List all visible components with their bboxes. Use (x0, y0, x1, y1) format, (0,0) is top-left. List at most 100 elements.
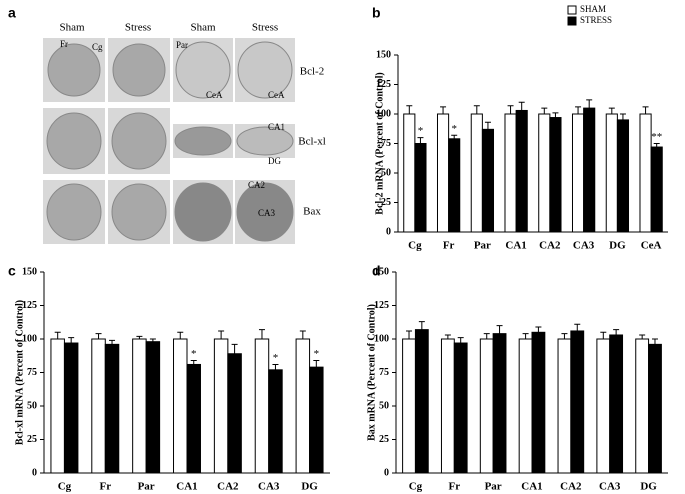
significance: * (418, 125, 424, 137)
x-tick-label: CA3 (573, 240, 595, 252)
y-tick-label: 100 (22, 333, 37, 344)
error-bar (518, 101, 525, 111)
bar (635, 338, 650, 474)
region-label: CA3 (258, 208, 276, 218)
significance: * (451, 123, 457, 135)
bar (268, 369, 283, 474)
bar (596, 338, 611, 474)
error-bar (651, 338, 658, 345)
error-bar (444, 334, 451, 339)
y-axis-label: Bcl-2 mRNA (Percent of Control) (374, 72, 385, 214)
error-bar (600, 331, 607, 339)
x-tick-label: Fr (448, 481, 460, 493)
row-label: Bcl-2 (300, 66, 324, 78)
error-bar (541, 107, 548, 114)
error-bar (272, 363, 279, 370)
bar (186, 363, 201, 474)
x-tick-label: DG (640, 481, 657, 493)
error-bar (473, 105, 480, 114)
error-bar (451, 134, 458, 139)
panel-label: c (8, 263, 16, 279)
bar (609, 334, 624, 474)
y-tick-label: 75 (381, 138, 391, 149)
bar (145, 341, 161, 474)
y-tick-label: 75 (379, 367, 389, 378)
x-tick-label: CeA (641, 240, 662, 252)
x-tick-label: CA1 (521, 481, 542, 493)
bar (402, 338, 416, 474)
bar (213, 338, 229, 474)
error-bar (136, 335, 143, 339)
bar (254, 338, 270, 474)
x-tick-label: CA1 (176, 481, 197, 493)
y-tick-label: 150 (374, 266, 389, 277)
error-bar (561, 333, 568, 339)
x-tick-label: Fr (99, 481, 111, 493)
row-label: Bcl-xl (298, 136, 326, 148)
panel-a: a Sham Stress Sham Stress Bcl-2 Bcl-xl B… (8, 5, 326, 244)
panel-label: a (8, 5, 16, 21)
region-label: CA2 (248, 180, 265, 190)
bar (538, 113, 551, 233)
y-tick-label: 150 (22, 266, 37, 277)
error-bar (418, 321, 425, 330)
error-bar (109, 339, 116, 345)
y-tick-label: 100 (376, 108, 391, 119)
region-label: CA1 (268, 122, 285, 132)
column-label: Sham (59, 22, 85, 34)
y-tick-label: 25 (379, 434, 389, 445)
bar (403, 113, 416, 233)
y-tick-label: 0 (386, 226, 391, 237)
x-tick-label: Par (474, 240, 491, 252)
error-bar (552, 112, 559, 118)
bar (63, 342, 79, 474)
y-tick-label: 50 (379, 400, 389, 411)
y-axis-label: Bcl-xl mRNA (Percent of Control) (14, 300, 25, 445)
error-bar (417, 137, 424, 144)
bar (173, 338, 188, 474)
region-label: Par (176, 40, 188, 50)
bar (470, 113, 483, 233)
region-label: Fr (60, 39, 68, 49)
y-tick-label: 25 (27, 434, 37, 445)
bar (616, 119, 630, 233)
x-tick-label: Cg (409, 481, 423, 493)
error-bar (54, 331, 61, 339)
error-bar (575, 106, 582, 114)
y-tick-label: 125 (374, 300, 389, 311)
error-bar (190, 359, 197, 365)
x-tick-label: Cg (408, 240, 422, 252)
error-bar (218, 330, 225, 339)
bar (492, 333, 507, 474)
bar (504, 113, 517, 233)
error-bar (639, 334, 646, 339)
error-bar (177, 331, 184, 339)
error-bar (507, 105, 514, 114)
y-tick-label: 75 (27, 367, 37, 378)
y-tick-label: 125 (376, 79, 391, 90)
error-bar (149, 338, 156, 342)
bar (515, 109, 528, 233)
bar (479, 338, 494, 474)
bar (639, 113, 652, 233)
bar (448, 138, 461, 233)
bar (648, 343, 662, 474)
bar (549, 117, 562, 233)
bar (453, 342, 468, 474)
error-bar (457, 337, 464, 344)
region-label: CeA (268, 90, 285, 100)
x-tick-label: CA3 (258, 481, 280, 493)
y-tick-label: 50 (381, 167, 391, 178)
bar (91, 338, 106, 474)
region-label: Cg (92, 42, 103, 52)
bar (570, 330, 585, 474)
y-tick-label: 25 (381, 197, 391, 208)
error-bar (608, 107, 615, 114)
legend-label: STRESS (580, 15, 612, 25)
brain-shapes (46, 41, 294, 242)
column-label: Stress (125, 22, 151, 34)
bar (557, 338, 572, 474)
x-tick-label: CA3 (599, 481, 621, 493)
bar (531, 331, 546, 474)
bar (518, 338, 533, 474)
